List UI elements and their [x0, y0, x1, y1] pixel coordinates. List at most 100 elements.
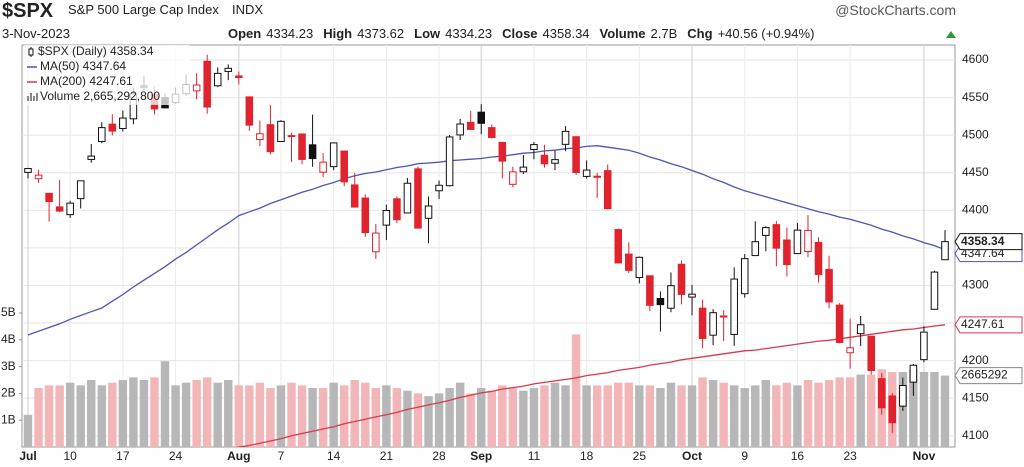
x-tick-label: 17 [116, 449, 130, 463]
candle-body [266, 124, 275, 153]
candle-body [772, 224, 781, 249]
candle-body [688, 293, 696, 298]
candle-body [477, 111, 485, 124]
x-tick-label: 21 [380, 449, 394, 463]
volume-bar [181, 382, 191, 447]
quote-value: 4373.62 [357, 26, 405, 41]
volume-bar [455, 382, 465, 447]
volume-bar [308, 388, 317, 447]
volume-bar [656, 388, 665, 447]
legend-label: $SPX (Daily) 4358.34 [38, 44, 154, 58]
candle-body [877, 378, 886, 409]
volume-bar [108, 382, 117, 447]
volume-bar [97, 385, 106, 447]
candle-body [603, 170, 612, 210]
y-tick-label: 4150 [962, 390, 989, 404]
volume-bar [867, 374, 876, 447]
quote-value: 2.7B [650, 26, 678, 41]
volume-bar [192, 380, 201, 447]
candle-body [572, 136, 580, 173]
candle-body [667, 285, 675, 309]
quote-label: Volume [599, 26, 646, 41]
candle-body [245, 96, 254, 126]
volume-bar [76, 385, 85, 447]
quote-label: High [323, 26, 353, 41]
candle-body [719, 315, 728, 318]
x-tick-label: 28 [432, 449, 446, 463]
ma-line [27, 145, 946, 336]
volume-bar [150, 377, 159, 447]
volume-bar [835, 377, 844, 447]
legend-label: MA(200) 4247.61 [40, 74, 133, 88]
candle-body [698, 307, 707, 339]
candle-body [488, 127, 496, 139]
volume-bar [856, 374, 865, 447]
quote-value: +40.56 (+0.94%) [717, 26, 815, 41]
candle-body [867, 335, 875, 372]
candle-body [87, 155, 96, 160]
volume-bar [561, 385, 570, 447]
x-tick-label: 9 [741, 449, 748, 463]
candle-body [888, 395, 897, 424]
x-tick-label: 18 [580, 449, 594, 463]
x-tick-label: 10 [63, 449, 77, 463]
volume-bar [213, 382, 222, 447]
quote-label: Low [414, 26, 441, 41]
volume-bar [266, 388, 275, 447]
y-tick-label: 4100 [962, 428, 989, 442]
candle-body [740, 258, 749, 295]
candle-body [899, 385, 907, 407]
y2-tick-label: 4B [1, 332, 16, 346]
candle-body [530, 144, 538, 150]
y-tick-label: 4400 [962, 202, 989, 216]
candle-body [846, 347, 854, 354]
y-tick-label: 4450 [962, 165, 989, 179]
candle-body [192, 84, 201, 92]
candle-body [635, 256, 644, 278]
candle-body [24, 168, 32, 173]
y-tick-label: 4550 [962, 90, 989, 104]
candle-body [119, 117, 127, 130]
candle-body [277, 120, 285, 142]
x-tick-label: 16 [791, 449, 805, 463]
legend-icon [36, 93, 38, 101]
candle-body [677, 263, 686, 295]
y-tick-label: 4300 [962, 278, 989, 292]
x-tick-label: Nov [913, 449, 936, 463]
volume-bar [550, 382, 560, 447]
y2-tick-label: 1B [1, 412, 16, 426]
source: @StockCharts.com [835, 2, 956, 18]
candle-body [382, 209, 391, 226]
candle-body [656, 298, 665, 306]
volume-bar [392, 388, 402, 447]
volume-bar [224, 380, 233, 447]
volume-bar [87, 380, 96, 447]
candle-body [76, 180, 85, 200]
volume-bar [909, 369, 918, 447]
volume-bar [708, 380, 718, 447]
volume-bar [23, 414, 33, 447]
value-tag-box [954, 233, 1023, 251]
volume-bar [160, 361, 170, 447]
y2-tick-label: 2B [1, 386, 16, 400]
candle-body [393, 198, 401, 221]
candle-body [793, 229, 802, 255]
candle-body [108, 123, 117, 132]
candle-body [203, 60, 211, 108]
x-tick-label: 11 [528, 449, 541, 463]
candle-body [551, 159, 559, 164]
candle-body [825, 268, 833, 303]
volume-bar [729, 385, 739, 447]
candle-body [709, 312, 717, 336]
x-tick-label: 25 [633, 449, 647, 463]
candle-body [909, 364, 918, 383]
date: 3-Nov-2023 [2, 26, 70, 41]
quote-value: 4334.23 [445, 26, 493, 41]
y2-tick-label: 3B [1, 359, 16, 373]
candle-body [235, 75, 243, 79]
up-arrow [946, 31, 956, 38]
volume-bar [318, 388, 328, 447]
candle-body [835, 304, 844, 343]
candle-body [213, 72, 222, 87]
